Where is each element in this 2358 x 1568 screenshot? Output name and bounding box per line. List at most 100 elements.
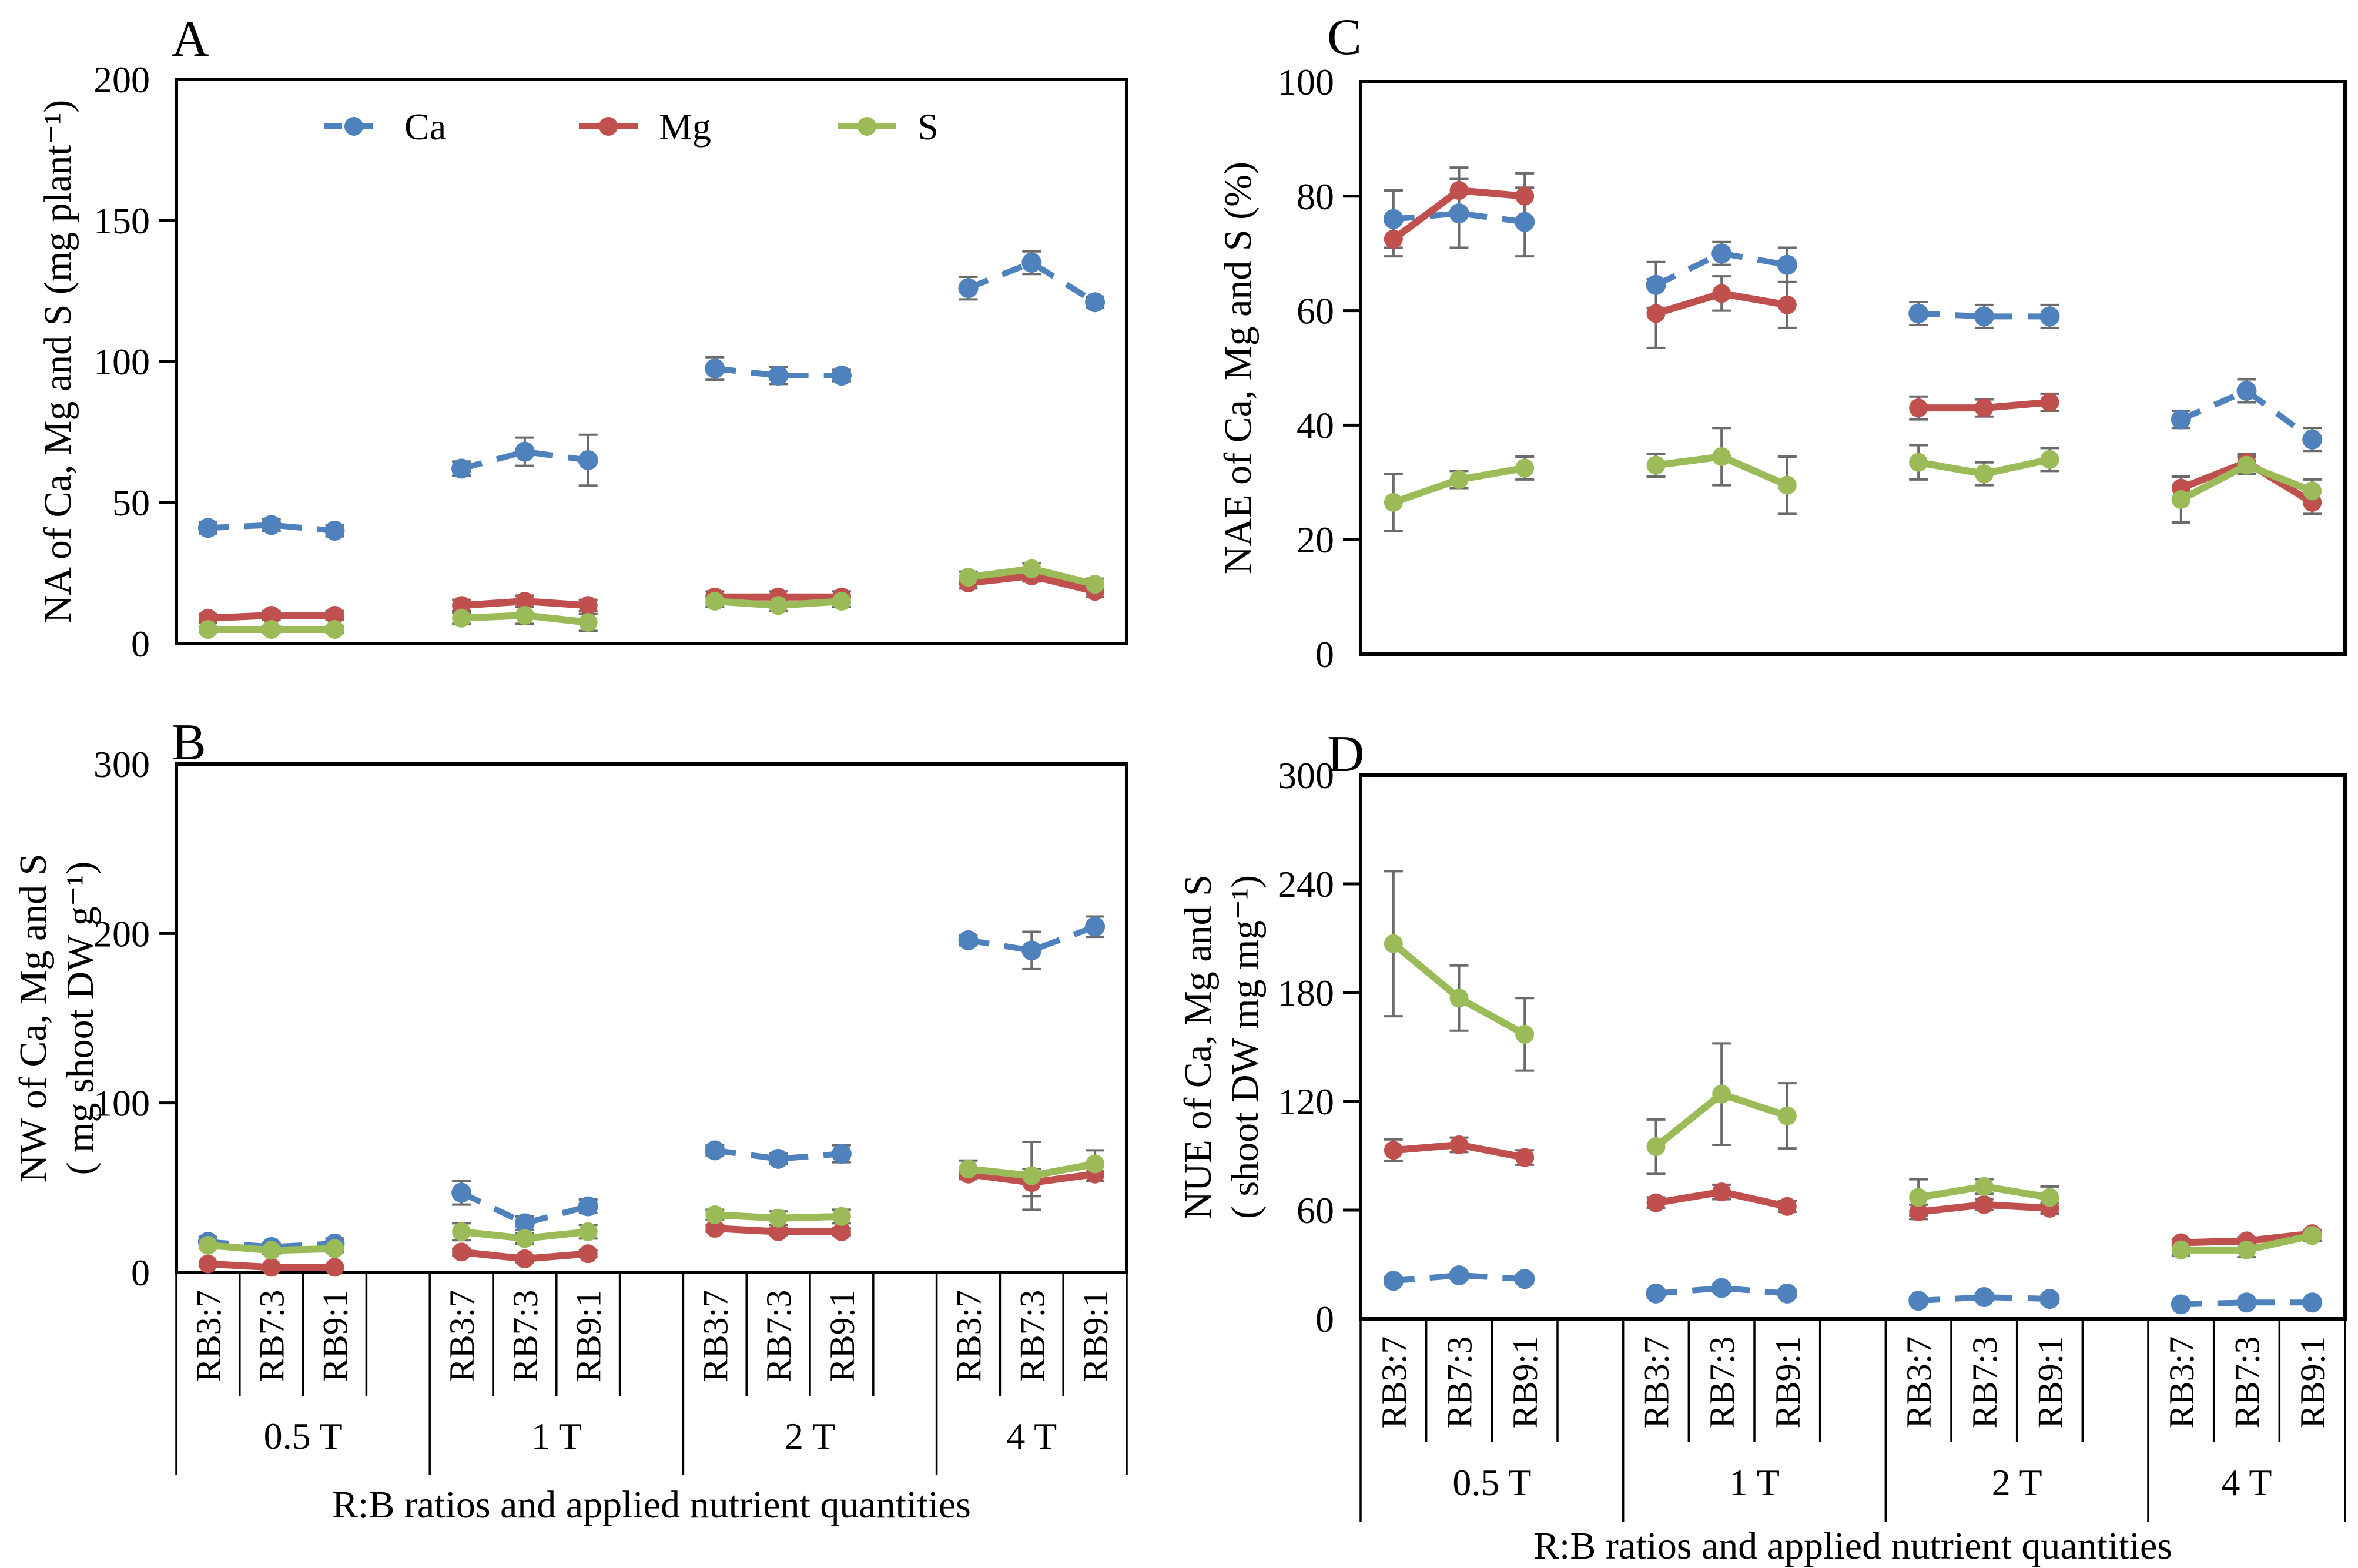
x-axis-table: RB3:7 RB7:3 RB9:1 0.5 T RB3:7 RB7:3 RB9:1 1 T RB… [175, 1272, 1128, 1526]
group-label: 0.5 T [264, 1415, 343, 1457]
category-label: RB9:1 [570, 1290, 608, 1382]
data-point-Ca [578, 1196, 598, 1217]
category-label: RB9:1 [1506, 1336, 1545, 1429]
data-point-Mg [1974, 398, 1994, 418]
data-point-S [1086, 575, 1105, 594]
category-label: RB9:1 [1076, 1290, 1115, 1382]
category-label: RB3:7 [696, 1290, 735, 1382]
category-label: RB9:1 [823, 1290, 862, 1382]
data-point-S [959, 568, 978, 587]
data-point-S [325, 1239, 344, 1258]
panel-A: A 0 50 100 150 200 NA of Ca, Mg and S (mg plan… [36, 11, 1128, 665]
data-point-Ca [1515, 212, 1535, 232]
data-point-S [1974, 464, 1994, 484]
plot-box [175, 762, 1128, 1274]
data-point-Ca [768, 366, 789, 386]
data-point-Mg [1384, 1141, 1403, 1160]
data-point-Ca [514, 1213, 535, 1234]
data-point-S [1384, 492, 1403, 512]
data-point-Mg [1449, 181, 1469, 200]
data-point-Ca [261, 515, 282, 535]
legend-marker-dot [599, 117, 618, 136]
data-point-Mg [262, 606, 281, 625]
data-point-S [832, 592, 851, 611]
data-point-Mg [1777, 295, 1797, 314]
y-tick-label: 200 [93, 913, 150, 954]
category-label: RB7:3 [759, 1290, 798, 1382]
y-tick-label: 180 [1278, 972, 1334, 1014]
data-point-S [2237, 1240, 2256, 1259]
data-point-Mg [515, 592, 534, 611]
data-point-Ca [2302, 429, 2323, 450]
series-Ca-line [1656, 1285, 1788, 1296]
series-Ca-line [2179, 387, 2315, 442]
data-point-Ca [2302, 1292, 2323, 1313]
y-tick-label: 300 [1278, 755, 1334, 796]
data-point-S [2040, 1188, 2059, 1207]
data-point-Mg [1646, 304, 1666, 323]
legend-marker-dot [858, 117, 876, 136]
group-label: 4 T [1006, 1415, 1057, 1457]
data-point-Mg [705, 1219, 725, 1238]
data-point-Ca [1646, 1283, 1666, 1304]
group-label: 4 T [2222, 1462, 2272, 1503]
data-point-Mg [1909, 398, 1928, 418]
data-point-S [198, 620, 217, 639]
y-axis-title: NUE of Ca, Mg and S [1177, 875, 1220, 1219]
data-point-Mg [325, 1258, 344, 1277]
y-tick-label: 100 [93, 341, 150, 383]
category-label: RB7:3 [1013, 1290, 1051, 1382]
panel-letter: A [172, 11, 209, 68]
data-point-Ca [1449, 1265, 1469, 1285]
data-point-Mg [1515, 186, 1535, 206]
data-point-S [1384, 934, 1403, 953]
category-label: RB3:7 [443, 1290, 481, 1382]
series-Ca-line [967, 260, 1097, 305]
plot-box [1359, 773, 2347, 1321]
data-point-S [1022, 559, 1041, 578]
category-label: RB3:7 [1375, 1336, 1414, 1429]
category-label: RB7:3 [1441, 1336, 1479, 1429]
category-label: RB3:7 [2162, 1336, 2201, 1429]
group-label: 2 T [1992, 1462, 2042, 1503]
y-tick-label: 200 [93, 59, 150, 100]
legend: Ca Mg S [324, 106, 939, 148]
y-tick-label: 40 [1297, 404, 1334, 446]
y-tick-label: 300 [93, 743, 150, 785]
x-axis-title: R:B ratios and applied nutrient quantiti… [332, 1483, 971, 1526]
data-point-S [2171, 490, 2190, 510]
data-point-S [1777, 1106, 1797, 1125]
data-point-Ca [2171, 409, 2191, 430]
series-Ca-line [1918, 1294, 2050, 1304]
data-point-Ca [514, 441, 535, 462]
data-point-Ca [578, 450, 598, 470]
plot-box [1359, 80, 2347, 656]
data-point-Ca [1021, 253, 1042, 273]
data-point-S [1449, 989, 1469, 1008]
group-label: 1 T [531, 1415, 582, 1457]
category-label: RB7:3 [2228, 1336, 2267, 1429]
data-point-S [198, 1235, 217, 1255]
data-point-S [2303, 481, 2322, 501]
data-point-Ca [831, 366, 852, 386]
data-point-S [578, 613, 598, 632]
panel-letter: B [172, 714, 206, 771]
data-point-S [2237, 455, 2256, 475]
data-point-S [2171, 1240, 2190, 1259]
y-tick-label: 60 [1297, 1190, 1334, 1231]
panel-B: B 0 100 200 300 NW of Ca, Mg and S( mg shoot … [12, 714, 1128, 1526]
category-label: RB3:7 [950, 1290, 989, 1382]
data-point-S [1712, 1084, 1731, 1104]
data-point-Mg [325, 606, 344, 625]
data-point-S [452, 608, 471, 628]
data-point-Ca [768, 1148, 789, 1169]
data-point-S [1515, 1024, 1535, 1044]
data-point-S [1022, 1166, 1041, 1185]
x-axis-title: R:B ratios and applied nutrient quantiti… [1533, 1525, 2172, 1567]
category-label: RB7:3 [1965, 1336, 2004, 1429]
category-label: RB9:1 [2031, 1336, 2070, 1429]
panel-D: D 0 60 120 180 240 300 NUE of Ca, Mg and S( sho… [1177, 726, 2347, 1567]
data-point-Mg [832, 1222, 851, 1241]
